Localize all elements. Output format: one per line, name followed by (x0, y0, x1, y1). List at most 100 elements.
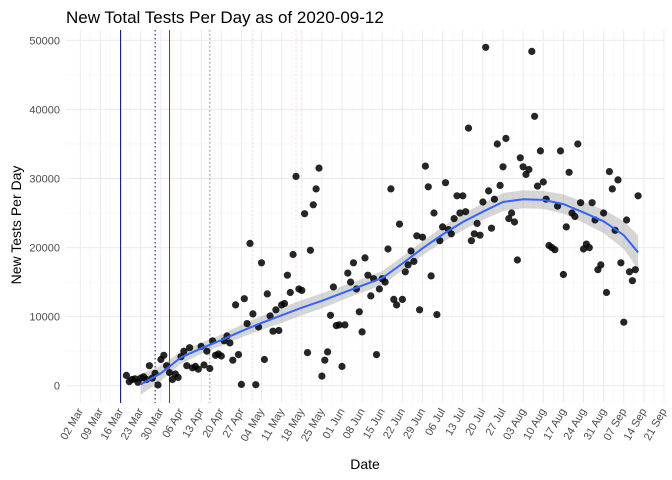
data-point (272, 306, 280, 314)
data-point (479, 198, 487, 206)
data-point (608, 185, 616, 193)
data-point (554, 202, 562, 210)
data-point (289, 250, 297, 259)
data-point (122, 371, 130, 379)
data-point (430, 209, 438, 217)
data-point (404, 261, 412, 269)
data-point (246, 239, 254, 247)
data-point (490, 195, 498, 203)
data-point (312, 185, 320, 193)
data-point (186, 344, 194, 352)
data-point (168, 375, 176, 384)
data-point (510, 218, 519, 226)
data-point (375, 285, 383, 293)
data-point (257, 259, 266, 267)
data-point (447, 230, 455, 238)
data-point (628, 277, 637, 285)
data-point (372, 351, 381, 359)
data-point (464, 124, 473, 132)
data-point (605, 168, 614, 176)
data-point (358, 328, 366, 336)
data-point (160, 351, 168, 359)
data-point (165, 369, 174, 377)
data-point (341, 321, 349, 329)
data-point (467, 237, 475, 245)
data-point (519, 163, 527, 171)
data-point (496, 181, 504, 189)
data-point (418, 233, 427, 241)
data-point (413, 232, 421, 240)
data-point (303, 349, 312, 357)
smooth-confidence-band (140, 190, 639, 395)
data-point (326, 311, 335, 319)
y-tick-label: 30000 (29, 174, 60, 186)
data-point (421, 162, 429, 170)
data-point (634, 192, 642, 200)
data-point (206, 364, 214, 373)
data-point (263, 290, 271, 298)
data-point (194, 365, 202, 373)
data-point (183, 362, 191, 370)
data-point (315, 164, 323, 172)
data-point (395, 220, 404, 228)
data-point (367, 292, 375, 300)
data-point (321, 356, 329, 364)
data-point (226, 339, 234, 347)
y-tick-label: 50000 (29, 35, 60, 47)
data-point (556, 147, 565, 155)
data-point (174, 373, 182, 381)
y-tick-label: 0 (54, 381, 60, 393)
y-tick-label: 20000 (29, 243, 60, 255)
data-point (536, 147, 545, 155)
data-point (240, 295, 248, 303)
data-point (482, 43, 490, 51)
y-axis-title: New Tests Per Day (8, 166, 24, 285)
data-point (574, 140, 582, 148)
data-point (381, 278, 389, 286)
data-point (531, 112, 539, 120)
data-point (427, 272, 435, 280)
data-point (551, 246, 559, 254)
data-point (433, 311, 441, 319)
data-point (559, 270, 568, 279)
data-point (493, 140, 501, 148)
data-point (462, 208, 470, 216)
data-point (301, 210, 309, 218)
data-point (283, 271, 291, 279)
data-point (249, 310, 257, 318)
data-point (298, 286, 306, 294)
data-point (232, 301, 240, 309)
data-point (338, 362, 346, 370)
data-point (347, 278, 355, 286)
data-point (361, 254, 369, 262)
data-point (505, 215, 513, 223)
data-point (280, 299, 289, 308)
data-point (533, 182, 542, 190)
data-point (450, 215, 458, 223)
data-point (390, 295, 398, 303)
data-point (180, 347, 188, 355)
data-point (597, 261, 605, 269)
data-point (623, 216, 631, 224)
data-point (203, 347, 211, 355)
data-point (344, 269, 352, 277)
data-point (453, 192, 461, 200)
data-point (335, 321, 343, 329)
chart-title: New Total Tests Per Day as of 2020-09-12 (66, 8, 384, 27)
smooth-trend-line (140, 198, 639, 386)
data-point (407, 247, 415, 255)
data-point (588, 199, 596, 207)
y-tick-label: 40000 (29, 104, 60, 116)
data-point (355, 308, 363, 316)
data-point (459, 192, 467, 200)
data-point (516, 154, 524, 162)
data-point (384, 245, 392, 253)
data-point (393, 301, 401, 309)
data-point (266, 312, 274, 320)
data-point (600, 209, 608, 217)
data-point (502, 134, 510, 142)
data-point (200, 361, 208, 369)
data-point (237, 380, 245, 388)
